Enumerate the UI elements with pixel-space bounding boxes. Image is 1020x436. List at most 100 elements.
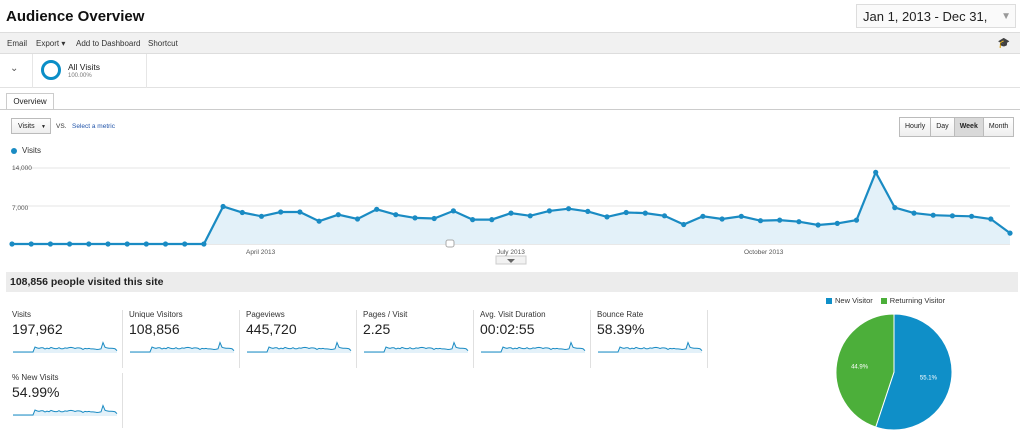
data-point[interactable]: [815, 222, 821, 228]
data-point[interactable]: [892, 205, 898, 211]
data-point[interactable]: [67, 241, 73, 247]
data-point[interactable]: [681, 221, 687, 228]
data-point[interactable]: [431, 215, 437, 222]
metric-label: Visits: [12, 310, 31, 319]
data-point[interactable]: [489, 217, 495, 223]
metric-sparkline: [598, 341, 703, 353]
data-point[interactable]: [354, 216, 361, 222]
data-point[interactable]: [873, 169, 879, 175]
metric-sparkline: [481, 341, 586, 353]
data-point[interactable]: [834, 220, 840, 226]
granularity-day-button[interactable]: Day: [931, 118, 955, 136]
data-point[interactable]: [642, 210, 648, 216]
data-point[interactable]: [1007, 230, 1013, 236]
data-point[interactable]: [470, 217, 476, 223]
toolbar: Email Export ▾ Add to Dashboard Shortcut…: [0, 32, 1020, 54]
metric-tile[interactable]: Avg. Visit Duration 00:02:55: [480, 310, 590, 365]
data-point[interactable]: [930, 212, 936, 218]
metric-select[interactable]: Visits ▼: [11, 118, 51, 134]
data-point[interactable]: [47, 241, 54, 247]
pie-slice-new-visitor[interactable]: [875, 313, 953, 431]
data-point[interactable]: [969, 213, 975, 219]
divider: [122, 310, 123, 368]
data-point[interactable]: [661, 213, 668, 219]
data-point[interactable]: [124, 241, 130, 247]
data-point[interactable]: [412, 215, 418, 221]
data-point[interactable]: [566, 206, 572, 212]
data-point[interactable]: [546, 208, 553, 214]
data-point[interactable]: [777, 217, 783, 223]
email-button[interactable]: Email: [7, 39, 28, 48]
data-point[interactable]: [374, 206, 380, 212]
data-point[interactable]: [738, 213, 744, 219]
data-point[interactable]: [278, 209, 284, 215]
pie-slice-returning-visitor[interactable]: [835, 313, 895, 428]
pie-slice-label: 44.9%: [851, 364, 869, 370]
data-point[interactable]: [719, 216, 725, 222]
metric-sparkline: [13, 341, 118, 353]
metric-label: Unique Visitors: [129, 310, 183, 319]
export-button[interactable]: Export ▾: [36, 39, 66, 48]
data-point[interactable]: [316, 218, 322, 224]
data-point[interactable]: [182, 241, 188, 247]
metric-tile[interactable]: Visits 197,962: [12, 310, 122, 365]
data-point[interactable]: [757, 218, 764, 224]
chart-scroll-handle[interactable]: [445, 239, 527, 265]
data-point[interactable]: [105, 241, 111, 247]
data-point[interactable]: [297, 209, 303, 215]
data-point[interactable]: [623, 209, 629, 216]
data-point[interactable]: [201, 241, 207, 247]
data-point[interactable]: [450, 208, 456, 214]
data-point[interactable]: [393, 212, 399, 218]
granularity-hourly-button[interactable]: Hourly: [900, 118, 932, 136]
chevron-down-icon[interactable]: ⌄: [10, 63, 19, 74]
data-point[interactable]: [239, 209, 245, 216]
data-point[interactable]: [604, 214, 610, 220]
segment-percent: 100.00%: [68, 73, 92, 79]
metric-sparkline: [13, 404, 118, 416]
divider: [707, 310, 708, 368]
graduation-cap-icon[interactable]: 🎓: [997, 38, 1010, 49]
data-point[interactable]: [220, 203, 226, 210]
metric-tile[interactable]: Pageviews 445,720: [246, 310, 356, 365]
metric-label: % New Visits: [12, 373, 59, 382]
data-point[interactable]: [700, 213, 706, 219]
data-point[interactable]: [28, 241, 34, 247]
metric-tile[interactable]: Pages / Visit 2.25: [363, 310, 473, 365]
date-range-picker[interactable]: Jan 1, 2013 - Dec 31, 2013 ▼: [856, 4, 1016, 48]
data-point[interactable]: [86, 241, 92, 247]
add-to-dashboard-button[interactable]: Add to Dashboard: [76, 39, 141, 48]
segment-name[interactable]: All Visits: [68, 62, 100, 72]
metric-tile[interactable]: Unique Visitors 108,856: [129, 310, 239, 365]
legend-item-new-visitor: New Visitor: [826, 296, 873, 305]
data-point[interactable]: [585, 208, 591, 214]
metric-tile[interactable]: % New Visits 54.99%: [12, 373, 122, 428]
data-point[interactable]: [911, 210, 917, 216]
granularity-toggle: Hourly Day Week Month: [899, 117, 1015, 137]
data-point[interactable]: [508, 210, 514, 216]
metric-label: Pages / Visit: [363, 310, 408, 319]
divider: [239, 310, 240, 368]
data-point[interactable]: [143, 241, 149, 247]
granularity-week-button[interactable]: Week: [954, 118, 984, 136]
data-point[interactable]: [335, 212, 341, 218]
divider: [146, 54, 147, 88]
data-point[interactable]: [162, 241, 169, 247]
x-tick-label: April 2013: [246, 249, 276, 256]
shortcut-button[interactable]: Shortcut: [148, 39, 178, 48]
visitor-type-pie-chart: 55.1% 44.9%: [835, 313, 953, 431]
chevron-down-icon: ▼: [41, 124, 46, 130]
metric-value: 197,962: [12, 321, 63, 337]
data-point[interactable]: [9, 241, 15, 247]
data-point[interactable]: [949, 213, 956, 219]
granularity-month-button[interactable]: Month: [983, 118, 1014, 136]
data-point[interactable]: [853, 217, 860, 223]
vs-label: VS.: [56, 123, 67, 130]
metric-tile[interactable]: Bounce Rate 58.39%: [597, 310, 707, 365]
data-point[interactable]: [988, 216, 994, 222]
data-point[interactable]: [796, 219, 802, 225]
tab-overview[interactable]: Overview: [6, 93, 54, 110]
data-point[interactable]: [527, 213, 533, 219]
select-metric-link[interactable]: Select a metric: [72, 123, 115, 130]
data-point[interactable]: [258, 213, 265, 219]
